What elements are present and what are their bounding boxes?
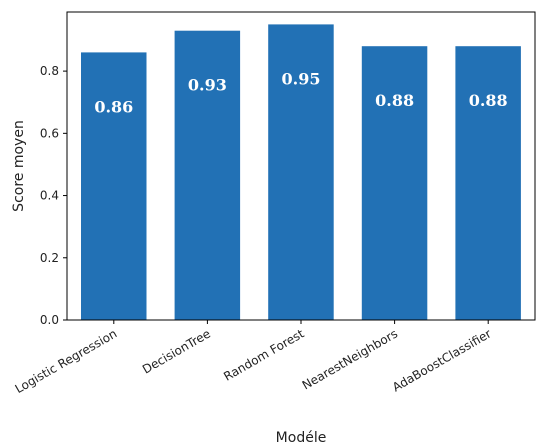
bar-value-label: 0.95 [282, 69, 321, 88]
y-axis: 0.0 0.2 0.4 0.6 0.8 [40, 64, 67, 327]
bar [174, 30, 241, 320]
y-tick-label: 0.8 [40, 64, 59, 78]
y-axis-label: Score moyen [11, 120, 27, 212]
bars-group [81, 24, 521, 321]
bar-value-label: 0.88 [469, 91, 508, 110]
bar [361, 46, 428, 320]
y-tick-label: 0.6 [40, 126, 59, 140]
x-axis-label: Modéle [276, 430, 327, 446]
bar [81, 52, 147, 321]
value-labels-group: 0.86 0.93 0.95 0.88 0.88 [94, 69, 507, 116]
bar-value-label: 0.88 [375, 91, 414, 110]
x-tick-label: AdaBoostClassifier [390, 326, 494, 394]
bar-value-label: 0.86 [94, 97, 133, 116]
bar [268, 24, 334, 321]
y-tick-label: 0.4 [40, 189, 59, 203]
x-tick-label: NearestNeighbors [300, 326, 400, 392]
plot-frame [66, 11, 536, 321]
x-tick-label: DecisionTree [140, 326, 213, 376]
x-tick-label: Random Forest [221, 326, 306, 383]
bar [455, 46, 521, 320]
y-tick-label: 0.2 [40, 251, 59, 265]
x-axis: Logistic Regression DecisionTree Random Fo… [13, 320, 494, 396]
bar-value-label: 0.93 [188, 76, 227, 95]
x-tick-label: Logistic Regression [13, 326, 120, 396]
y-tick-label: 0.0 [40, 313, 59, 327]
